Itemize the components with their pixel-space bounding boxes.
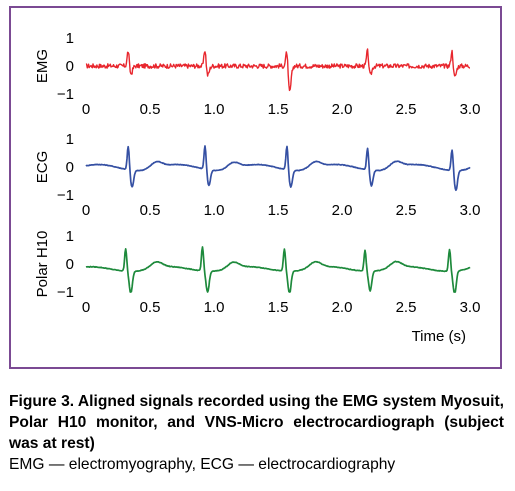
x-tick-label-2-0: 0 xyxy=(82,299,90,316)
x-tick-label-1-0: 0 xyxy=(82,202,90,219)
x-tick-label-2-5: 2.5 xyxy=(396,299,417,316)
x-tick-label-2-2: 1.0 xyxy=(204,299,225,316)
x-tick-label-0-6: 3.0 xyxy=(460,101,481,118)
y-tick-label-1-1: 0 xyxy=(66,159,74,176)
y-tick-label-1-2: −1 xyxy=(57,187,74,204)
signal-line-0 xyxy=(85,48,471,92)
x-tick-label-2-1: 0.5 xyxy=(140,299,161,316)
x-tick-label-1-3: 1.5 xyxy=(268,202,289,219)
x-tick-label-2-3: 1.5 xyxy=(268,299,289,316)
y-tick-label-0-1: 0 xyxy=(66,58,74,75)
x-tick-label-1-4: 2.0 xyxy=(332,202,353,219)
y-tick-label-2-2: −1 xyxy=(57,284,74,301)
signal-line-2 xyxy=(85,246,471,293)
x-tick-label-1-5: 2.5 xyxy=(396,202,417,219)
figure-frame xyxy=(9,6,502,369)
x-tick-label-2-6: 3.0 xyxy=(460,299,481,316)
signal-line-1 xyxy=(85,145,471,192)
x-tick-label-1-6: 3.0 xyxy=(460,202,481,219)
y-axis-title-0: EMG xyxy=(34,49,51,83)
x-tick-label-0-5: 2.5 xyxy=(396,101,417,118)
y-tick-label-1-0: 1 xyxy=(66,131,74,148)
x-tick-label-0-1: 0.5 xyxy=(140,101,161,118)
x-tick-label-2-4: 2.0 xyxy=(332,299,353,316)
y-tick-label-2-1: 0 xyxy=(66,256,74,273)
x-tick-label-0-4: 2.0 xyxy=(332,101,353,118)
caption-title: Figure 3. Aligned signals recorded using… xyxy=(9,393,504,452)
x-axis-title-2: Time (s) xyxy=(412,328,466,345)
caption-abbreviations: EMG — electromyography, ECG — electrocar… xyxy=(9,456,396,473)
figure-caption: Figure 3. Aligned signals recorded using… xyxy=(9,391,504,475)
x-tick-label-0-0: 0 xyxy=(82,101,90,118)
y-axis-title-2: Polar H10 xyxy=(34,231,51,298)
x-tick-label-0-2: 1.0 xyxy=(204,101,225,118)
y-axis-title-1: ECG xyxy=(34,151,51,184)
x-tick-label-0-3: 1.5 xyxy=(268,101,289,118)
x-tick-label-1-1: 0.5 xyxy=(140,202,161,219)
x-tick-label-1-2: 1.0 xyxy=(204,202,225,219)
y-tick-label-0-2: −1 xyxy=(57,86,74,103)
y-tick-label-2-0: 1 xyxy=(66,228,74,245)
y-tick-label-0-0: 1 xyxy=(66,30,74,47)
